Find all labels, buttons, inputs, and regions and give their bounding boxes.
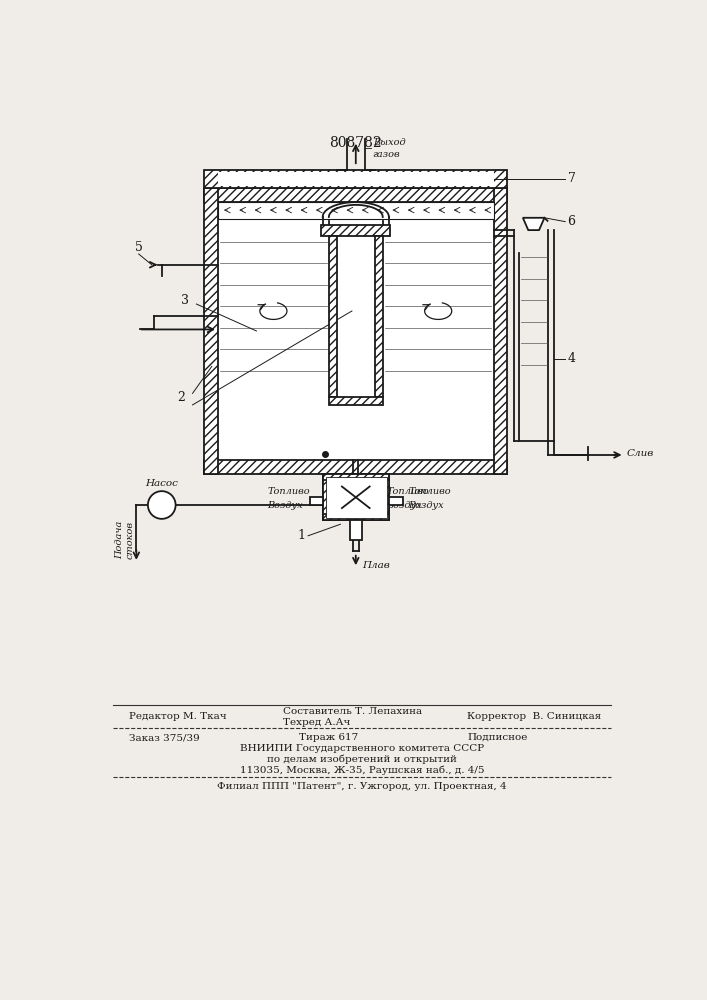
Bar bbox=[493, 188, 508, 474]
Text: Составитель Т. Лепахина: Составитель Т. Лепахина bbox=[283, 707, 422, 716]
Text: по делам изобретений и открытий: по делам изобретений и открытий bbox=[267, 754, 457, 764]
Text: Выход
газов: Выход газов bbox=[373, 138, 405, 159]
Bar bbox=[329, 480, 382, 514]
Text: 2: 2 bbox=[177, 391, 185, 404]
Text: Филиал ППП "Патент", г. Ужгород, ул. Проектная, 4: Филиал ППП "Патент", г. Ужгород, ул. Про… bbox=[217, 782, 507, 791]
Bar bbox=[350, 520, 362, 540]
Bar bbox=[218, 202, 493, 219]
Text: Топливо: Топливо bbox=[267, 487, 310, 496]
Bar bbox=[337, 235, 375, 397]
Text: Тираж 617: Тираж 617 bbox=[299, 733, 358, 742]
Text: Корректор  В. Синицкая: Корректор В. Синицкая bbox=[467, 712, 602, 721]
Bar bbox=[329, 235, 337, 397]
Bar bbox=[321, 225, 390, 235]
Bar bbox=[389, 497, 403, 505]
Polygon shape bbox=[523, 218, 544, 230]
Text: Подписное: Подписное bbox=[467, 733, 528, 742]
Bar bbox=[204, 188, 508, 202]
Text: Техред А.Ач: Техред А.Ач bbox=[283, 718, 350, 727]
Bar bbox=[375, 235, 382, 397]
Bar bbox=[324, 474, 389, 520]
Circle shape bbox=[148, 491, 175, 519]
Bar bbox=[310, 497, 324, 505]
Text: 1: 1 bbox=[298, 529, 306, 542]
Bar bbox=[218, 172, 493, 186]
Text: 113035, Москва, Ж-35, Раушская наб., д. 4/5: 113035, Москва, Ж-35, Раушская наб., д. … bbox=[240, 765, 484, 775]
Text: Слив: Слив bbox=[627, 449, 654, 458]
Text: 7: 7 bbox=[568, 172, 575, 185]
Text: 808782: 808782 bbox=[329, 136, 382, 150]
Text: Плав: Плав bbox=[362, 561, 390, 570]
Bar bbox=[204, 188, 218, 474]
Bar bbox=[324, 474, 329, 520]
Bar bbox=[326, 477, 387, 518]
Text: Подача
стоков: Подача стоков bbox=[115, 520, 134, 559]
Text: Воздух: Воздух bbox=[387, 500, 422, 510]
Bar bbox=[204, 460, 508, 474]
Bar bbox=[324, 514, 389, 520]
Bar bbox=[218, 202, 493, 460]
Text: Топливо: Топливо bbox=[387, 487, 429, 496]
Text: Воздух: Воздух bbox=[408, 500, 444, 510]
Text: Редактор М. Ткач: Редактор М. Ткач bbox=[129, 712, 226, 721]
Text: 6: 6 bbox=[568, 215, 575, 228]
Text: 3: 3 bbox=[181, 294, 189, 307]
Bar bbox=[382, 474, 389, 520]
Text: Заказ 375/39: Заказ 375/39 bbox=[129, 733, 199, 742]
Bar bbox=[329, 397, 382, 405]
Text: 5: 5 bbox=[135, 241, 143, 254]
Text: ВНИИПИ Государственного комитета СССР: ВНИИПИ Государственного комитета СССР bbox=[240, 744, 484, 753]
Text: 4: 4 bbox=[568, 352, 575, 365]
Text: Воздух: Воздух bbox=[267, 500, 303, 510]
Text: Насос: Насос bbox=[146, 479, 178, 488]
Bar bbox=[324, 474, 389, 480]
Text: Топливо: Топливо bbox=[408, 487, 451, 496]
Bar bbox=[204, 170, 508, 188]
